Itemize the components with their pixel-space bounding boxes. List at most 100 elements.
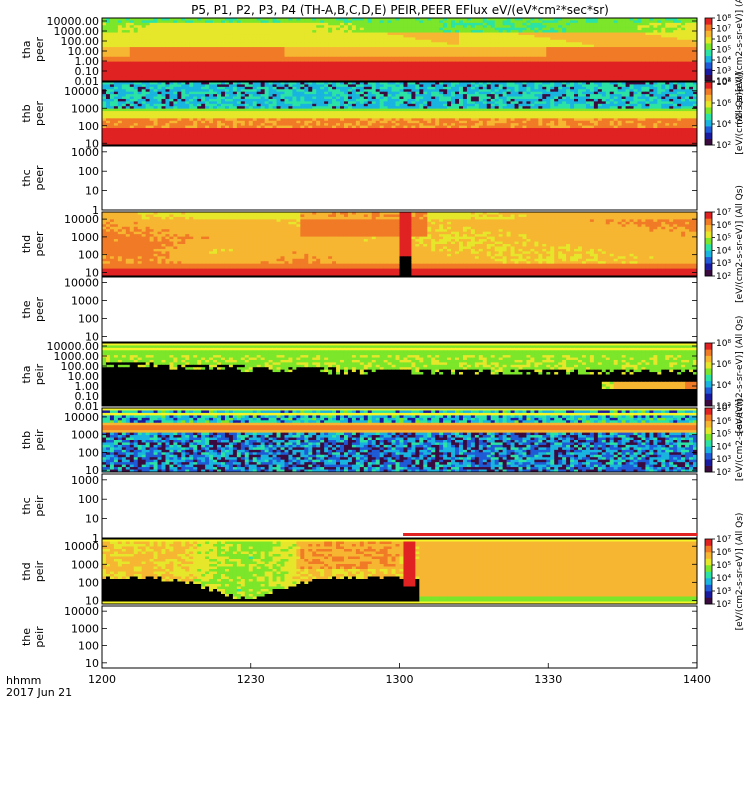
- heatmap-cell: [332, 89, 337, 93]
- heatmap-cell: [657, 25, 662, 29]
- heatmap-cell: [482, 27, 488, 31]
- heatmap-cell: [443, 76, 448, 79]
- heatmap-cell: [320, 22, 325, 26]
- heatmap-cell: [260, 68, 266, 72]
- heatmap-cell: [633, 78, 638, 82]
- heatmap-cell: [347, 54, 353, 58]
- heatmap-cell: [558, 47, 563, 50]
- heatmap-cell: [443, 61, 448, 65]
- heatmap-cell: [336, 22, 341, 26]
- heatmap-cell: [296, 84, 301, 88]
- heatmap-cell: [522, 25, 527, 29]
- heatmap-cell: [466, 94, 472, 97]
- heatmap-cell: [312, 30, 317, 33]
- heatmap-cell: [165, 84, 170, 88]
- heatmap-cell: [328, 47, 333, 50]
- heatmap-cell: [526, 64, 531, 67]
- heatmap-cell: [236, 44, 242, 48]
- heatmap-cell: [462, 59, 468, 63]
- heatmap-cell: [562, 71, 567, 75]
- heatmap-cell: [601, 47, 607, 50]
- heatmap-cell: [447, 18, 452, 21]
- heatmap-cell: [161, 89, 166, 93]
- heatmap-cell: [661, 89, 666, 93]
- heatmap-cell: [530, 18, 535, 21]
- heatmap-cell: [609, 30, 615, 33]
- heatmap-cell: [228, 84, 234, 88]
- heatmap-cell: [312, 86, 317, 90]
- heatmap-cell: [165, 73, 170, 77]
- heatmap-cell: [336, 51, 341, 55]
- heatmap-cell: [125, 27, 131, 31]
- heatmap-cell: [411, 59, 416, 63]
- heatmap-cell: [466, 32, 472, 36]
- heatmap-cell: [340, 47, 345, 50]
- heatmap-cell: [641, 42, 646, 46]
- heatmap-cell: [498, 56, 504, 60]
- heatmap-cell: [149, 94, 154, 97]
- colorbar-segment: [705, 62, 712, 69]
- heatmap-cell: [482, 32, 488, 36]
- heatmap-cell: [589, 42, 595, 46]
- heatmap-cell: [252, 54, 258, 58]
- heatmap-cell: [578, 96, 583, 100]
- heatmap-cell: [633, 59, 638, 63]
- heatmap-cell: [490, 32, 496, 36]
- heatmap-cell: [228, 54, 234, 58]
- heatmap-cell: [197, 39, 202, 43]
- heatmap-cell: [347, 44, 353, 48]
- heatmap-cell: [558, 89, 563, 93]
- heatmap-cell: [542, 82, 547, 85]
- heatmap-cell: [478, 51, 484, 55]
- heatmap-cell: [605, 76, 611, 79]
- heatmap-cell: [213, 47, 218, 50]
- heatmap-cell: [141, 18, 147, 21]
- heatmap-cell: [340, 71, 345, 75]
- heatmap-cell: [129, 49, 135, 53]
- heatmap-cell: [661, 49, 666, 53]
- heatmap-cell: [633, 73, 638, 77]
- heatmap-cell: [419, 94, 424, 97]
- heatmap-cell: [570, 18, 575, 21]
- heatmap-cell: [256, 42, 262, 46]
- heatmap-cell: [260, 86, 266, 90]
- heatmap-cell: [550, 76, 555, 79]
- heatmap-cell: [351, 20, 357, 24]
- heatmap-cell: [625, 94, 630, 97]
- heatmap-cell: [363, 66, 369, 70]
- heatmap-cell: [423, 54, 428, 58]
- heatmap-cell: [613, 47, 619, 50]
- heatmap-cell: [264, 42, 269, 46]
- heatmap-cell: [526, 47, 531, 50]
- heatmap-cell: [121, 56, 127, 60]
- heatmap-cell: [129, 34, 135, 38]
- heatmap-cell: [518, 73, 523, 77]
- heatmap-cell: [518, 37, 523, 41]
- heatmap-cell: [129, 42, 135, 46]
- heatmap-cell: [387, 61, 392, 65]
- heatmap-cell: [165, 61, 170, 65]
- heatmap-cell: [585, 51, 591, 55]
- heatmap-cell: [689, 68, 694, 72]
- heatmap-cell: [546, 27, 551, 31]
- heatmap-cell: [498, 20, 504, 24]
- heatmap-cell: [113, 71, 119, 75]
- heatmap-cell: [554, 64, 559, 67]
- heatmap-cell: [625, 82, 630, 85]
- heatmap-cell: [264, 76, 269, 79]
- heatmap-cell: [280, 86, 285, 90]
- heatmap-cell: [395, 54, 400, 58]
- heatmap-cell: [645, 96, 650, 100]
- heatmap-cell: [502, 25, 507, 29]
- heatmap-cell: [625, 22, 630, 26]
- heatmap-cell: [585, 25, 591, 29]
- heatmap-cell: [316, 94, 321, 97]
- heatmap-cell: [653, 32, 658, 36]
- heatmap-cell: [244, 76, 250, 79]
- heatmap-cell: [264, 82, 269, 85]
- heatmap-cell: [296, 71, 301, 75]
- heatmap-cell: [435, 27, 440, 31]
- heatmap-cell: [109, 78, 115, 82]
- heatmap-cell: [145, 34, 150, 38]
- heatmap-cell: [217, 37, 222, 41]
